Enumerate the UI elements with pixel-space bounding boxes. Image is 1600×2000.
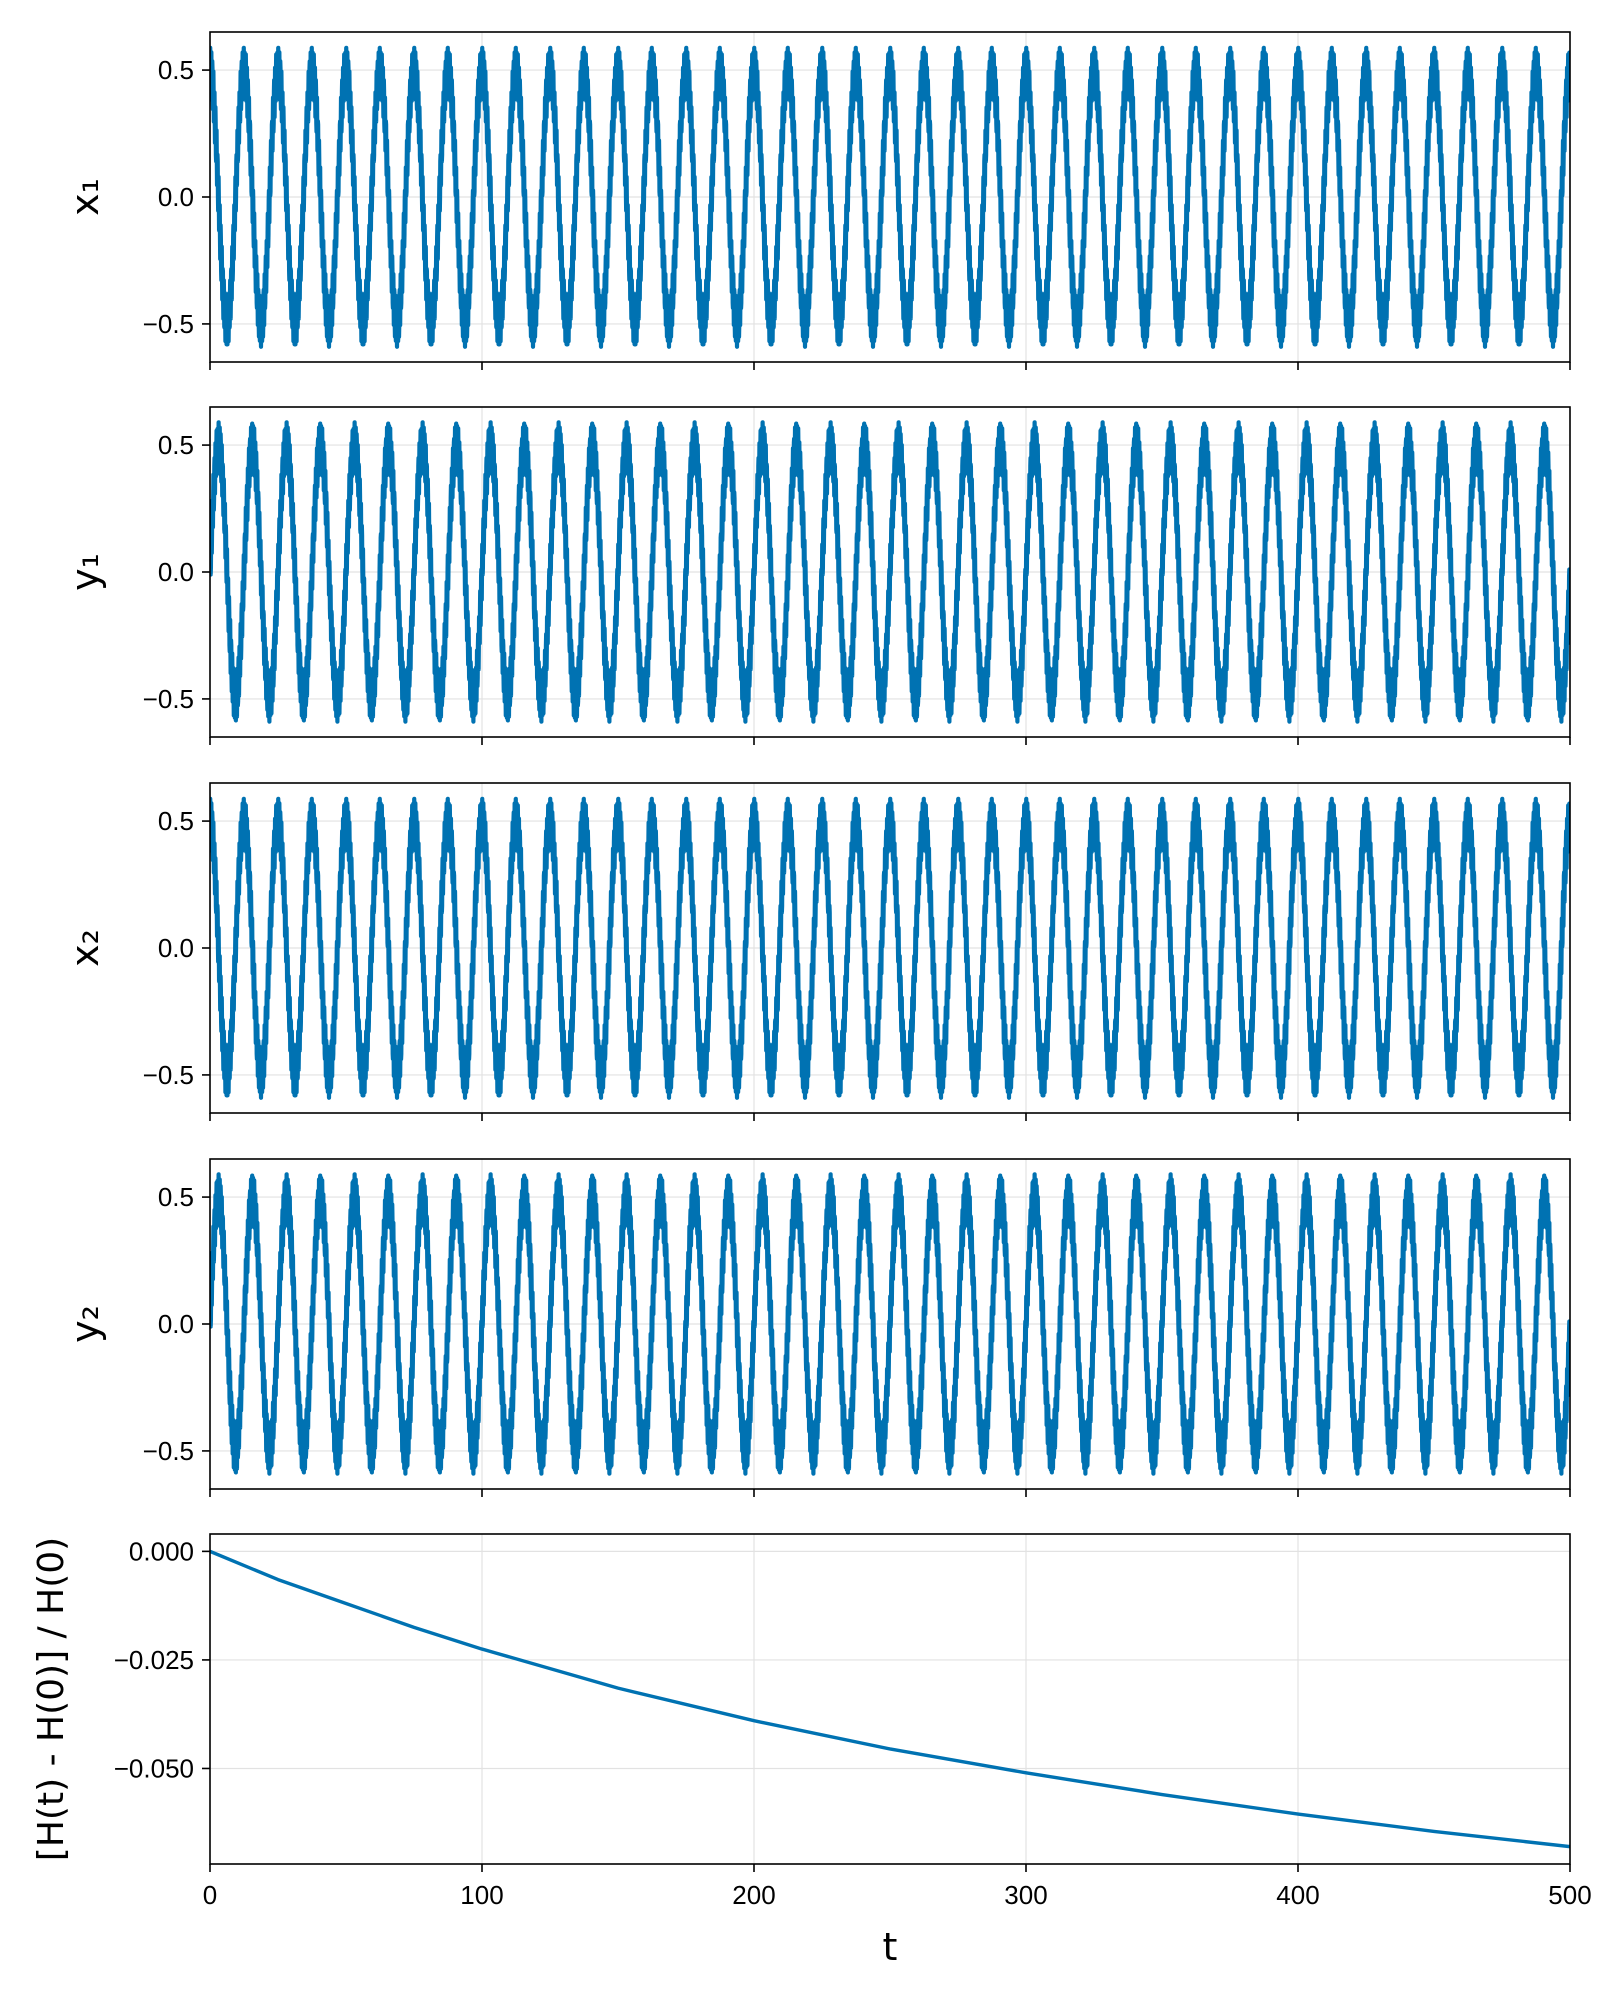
ytick-label: 0.0	[158, 1309, 194, 1339]
ytick-label: 0.0	[158, 557, 194, 587]
ylabel-1: x₁	[63, 178, 107, 216]
panel-5: 0.000 −0.025 −0.050 0 100 200 300 400 500 [H(t) -…	[31, 1533, 1592, 1969]
ytick-label: −0.5	[143, 309, 194, 339]
series-line-4	[210, 1172, 1570, 1476]
panel-3: 0.5 0.0 −0.5 x₂	[63, 782, 1571, 1121]
ytick-label: −0.050	[114, 1753, 194, 1783]
panel-2: 0.5 0.0 −0.5 y₁	[63, 406, 1571, 745]
xtick-label: 100	[460, 1880, 503, 1910]
ytick-label: 0.0	[158, 933, 194, 963]
series-line-2	[210, 420, 1570, 724]
ytick-label: 0.5	[158, 55, 194, 85]
ytick-label: −0.5	[143, 684, 194, 714]
ylabel-4: y₂	[63, 1305, 107, 1343]
series-line-3	[210, 796, 1570, 1100]
ylabel-5: [H(t) - H(0)] / H(0)	[31, 1537, 72, 1861]
series-line-1	[210, 45, 1570, 349]
xtick-label: 0	[203, 1880, 217, 1910]
xlabel: t	[883, 1925, 898, 1969]
xtick-label: 500	[1548, 1880, 1591, 1910]
ylabel-2: y₁	[63, 553, 107, 591]
ytick-label: −0.5	[143, 1436, 194, 1466]
xtick-label: 200	[732, 1880, 775, 1910]
ytick-label: −0.025	[114, 1645, 194, 1675]
panel-4: 0.5 0.0 −0.5 y₂	[63, 1158, 1571, 1497]
ytick-label: 0.5	[158, 430, 194, 460]
panel-frame-5	[209, 1533, 1571, 1865]
xtick-label: 300	[1004, 1880, 1047, 1910]
ytick-label: 0.0	[158, 182, 194, 212]
panel-1: 0.5 0.0 −0.5 x₁	[63, 31, 1571, 370]
series-line-5	[210, 1549, 1570, 1849]
ytick-label: −0.5	[143, 1060, 194, 1090]
ytick-label: 0.5	[158, 806, 194, 836]
ylabel-3: x₂	[63, 929, 107, 967]
xtick-label: 400	[1276, 1880, 1319, 1910]
ytick-label: 0.000	[129, 1536, 194, 1566]
ytick-label: 0.5	[158, 1182, 194, 1212]
